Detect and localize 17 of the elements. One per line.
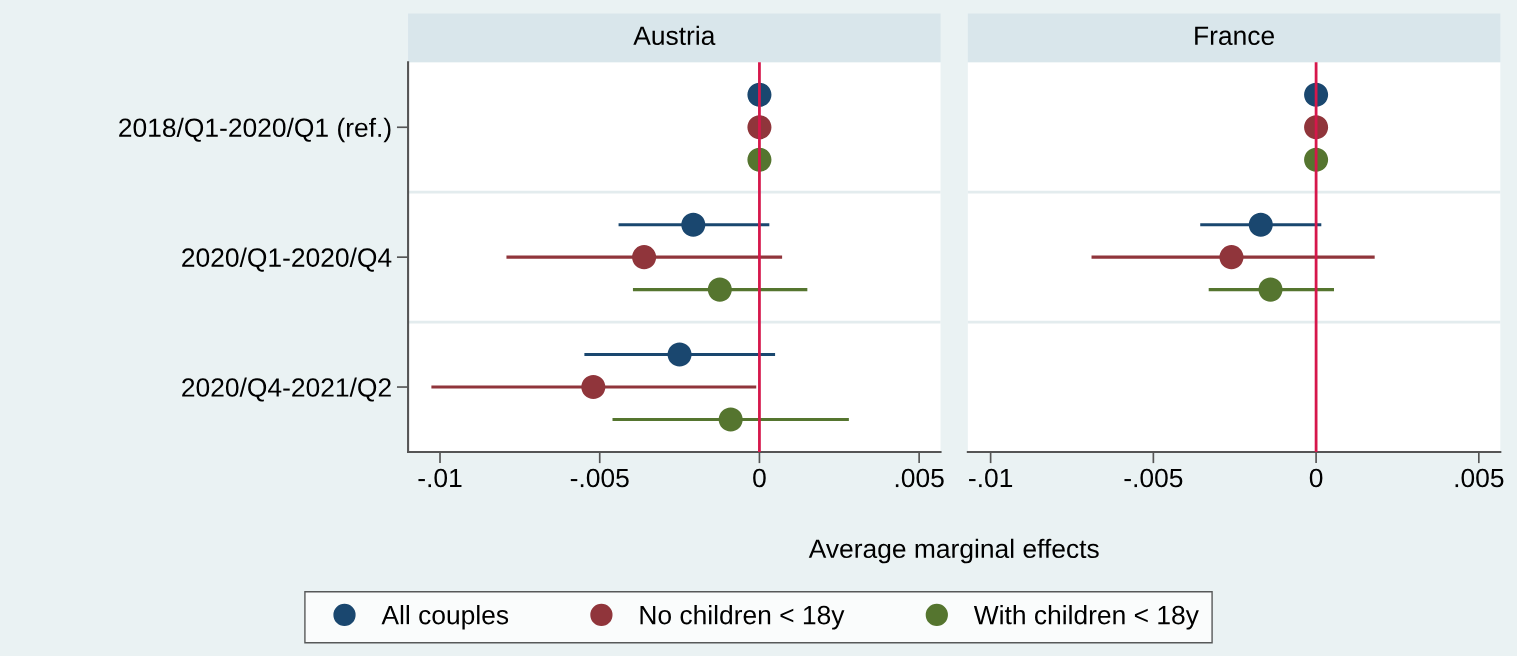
x-tick-label: -.01 bbox=[969, 468, 1013, 488]
x-tick-label: .005 bbox=[895, 468, 944, 488]
x-tick-label: 0 bbox=[753, 468, 766, 488]
x-tick-label: 0 bbox=[1309, 468, 1323, 488]
chart-title: France bbox=[1195, 26, 1274, 46]
x-tick-label: .005 bbox=[1455, 468, 1504, 488]
legend-label: No children < 18y bbox=[640, 605, 845, 630]
legend-label: All couples bbox=[381, 605, 509, 630]
y-tick-label: 2020/Q1-2020/Q4 bbox=[182, 247, 392, 272]
y-tick-label: 2018/Q1-2020/Q1 (ref.) bbox=[119, 117, 391, 143]
x-axis-title: Average marginal effects bbox=[808, 538, 1099, 564]
x-tick-label: -.005 bbox=[570, 468, 629, 488]
x-tick-label: -.005 bbox=[1124, 468, 1183, 488]
y-tick-label: 2020/Q4-2021/Q2 bbox=[182, 377, 391, 402]
chart-title: Austria bbox=[633, 25, 716, 46]
legend-label: With children < 18y bbox=[973, 605, 1199, 630]
x-tick-label: -.01 bbox=[418, 468, 462, 488]
